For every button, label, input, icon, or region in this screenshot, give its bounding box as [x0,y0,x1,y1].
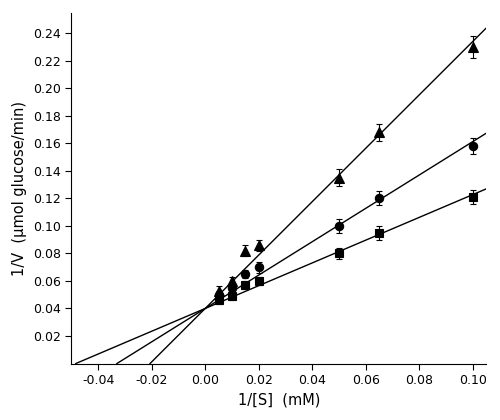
Y-axis label: 1/V  (μmol glucose/min): 1/V (μmol glucose/min) [12,100,28,276]
X-axis label: 1/[S]  (mM): 1/[S] (mM) [238,393,320,407]
